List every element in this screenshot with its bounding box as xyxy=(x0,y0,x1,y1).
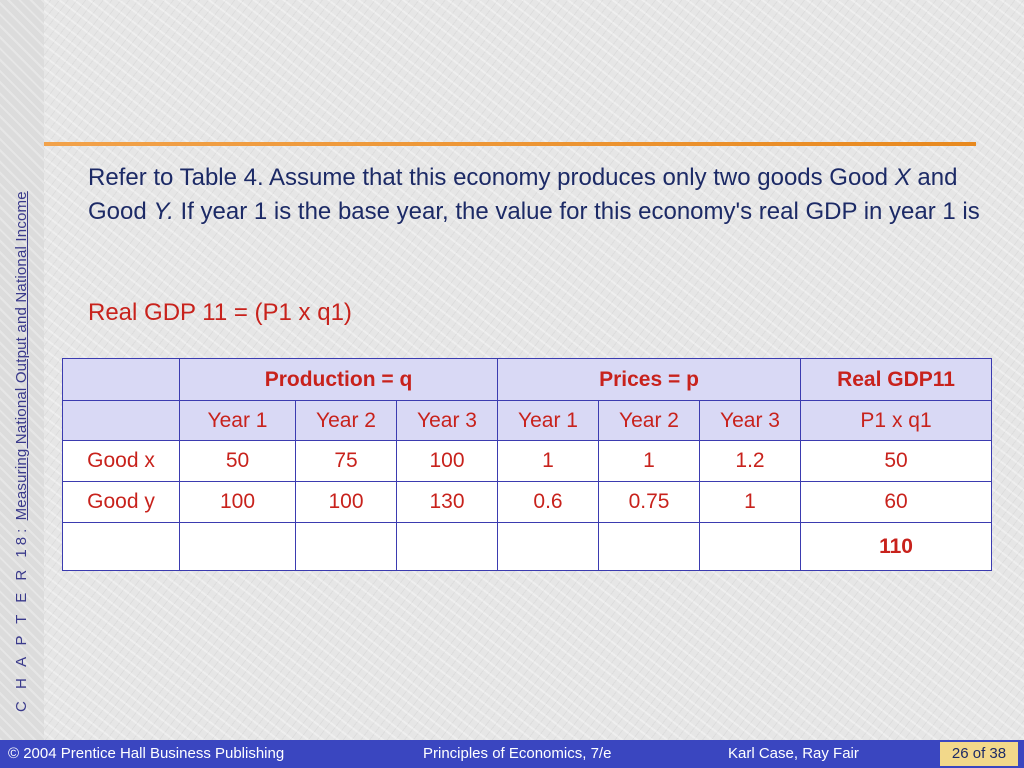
question-part-1: Refer to Table 4. Assume that this econo… xyxy=(88,164,895,191)
cell-good-y-price-year-1: 0.6 xyxy=(497,481,599,523)
total-blank-cell xyxy=(497,522,599,571)
blank-label-cell xyxy=(62,400,180,441)
prices-header: Prices = p xyxy=(496,358,802,401)
chapter-title: Measuring National Output and National I… xyxy=(13,191,30,521)
cell-good-x-real-gdp: 50 xyxy=(800,440,993,482)
question-text: Refer to Table 4. Assume that this econo… xyxy=(88,161,988,229)
title-divider-rule xyxy=(44,142,976,146)
cell-good-y-real-gdp: 60 xyxy=(800,481,993,523)
total-blank-cell xyxy=(179,522,296,571)
production-year-3-header: Year 3 xyxy=(396,400,498,441)
real-gdp-header: Real GDP11 xyxy=(800,358,993,401)
table-row-good-x: Good x 50 75 100 1 1 1.2 50 xyxy=(62,440,993,482)
cell-good-x-production-year-1: 50 xyxy=(179,440,296,482)
total-blank-cell xyxy=(62,522,180,571)
total-blank-cell xyxy=(295,522,397,571)
cell-good-x-price-year-3: 1.2 xyxy=(698,440,802,482)
real-gdp-formula: Real GDP 11 = (P1 x q1) xyxy=(88,299,352,326)
slide-page-number: 26 of 38 xyxy=(940,742,1018,766)
cell-good-y-price-year-3: 1 xyxy=(698,481,802,523)
row-label-good-x: Good x xyxy=(62,440,180,482)
footer-book-title: Principles of Economics, 7/e xyxy=(423,745,612,762)
total-blank-cell xyxy=(698,522,802,571)
cell-good-x-production-year-3: 100 xyxy=(396,440,498,482)
chapter-sidebar-label: C H A P T E R 18: Measuring National Out… xyxy=(8,92,36,712)
production-header: Production = q xyxy=(179,358,498,401)
question-part-3: If year 1 is the base year, the value fo… xyxy=(173,198,980,225)
price-year-2-header: Year 2 xyxy=(598,400,700,441)
year-header-row: Year 1 Year 2 Year 3 Year 1 Year 2 Year … xyxy=(62,400,993,441)
gdp-data-table: Production = q Prices = p Real GDP11 Yea… xyxy=(62,358,993,571)
cell-good-x-price-year-2: 1 xyxy=(598,440,700,482)
real-gdp-formula-header: P1 x q1 xyxy=(800,400,993,441)
sidebar-band xyxy=(0,0,44,740)
chapter-number: C H A P T E R 18: xyxy=(13,524,30,712)
total-blank-cell xyxy=(598,522,700,571)
question-good-y: Y. xyxy=(153,198,174,225)
production-year-1-header: Year 1 xyxy=(179,400,296,441)
price-year-1-header: Year 1 xyxy=(497,400,599,441)
cell-good-y-production-year-1: 100 xyxy=(179,481,296,523)
cell-good-y-production-year-3: 130 xyxy=(396,481,498,523)
corner-cell xyxy=(62,358,180,401)
total-blank-cell xyxy=(396,522,498,571)
footer-authors: Karl Case, Ray Fair xyxy=(728,745,859,762)
table-header-row: Production = q Prices = p Real GDP11 xyxy=(62,358,993,401)
footer-copyright: © 2004 Prentice Hall Business Publishing xyxy=(8,745,285,762)
production-year-2-header: Year 2 xyxy=(295,400,397,441)
real-gdp-total: 110 xyxy=(800,522,993,571)
cell-good-x-production-year-2: 75 xyxy=(295,440,397,482)
table-row-good-y: Good y 100 100 130 0.6 0.75 1 60 xyxy=(62,481,993,523)
table-row-total: 110 xyxy=(62,522,993,571)
row-label-good-y: Good y xyxy=(62,481,180,523)
cell-good-y-price-year-2: 0.75 xyxy=(598,481,700,523)
cell-good-y-production-year-2: 100 xyxy=(295,481,397,523)
footer-bar: © 2004 Prentice Hall Business Publishing… xyxy=(0,740,1024,768)
cell-good-x-price-year-1: 1 xyxy=(497,440,599,482)
question-good-x: X xyxy=(894,164,911,191)
question-part-2: and Good xyxy=(88,164,958,225)
price-year-3-header: Year 3 xyxy=(698,400,802,441)
